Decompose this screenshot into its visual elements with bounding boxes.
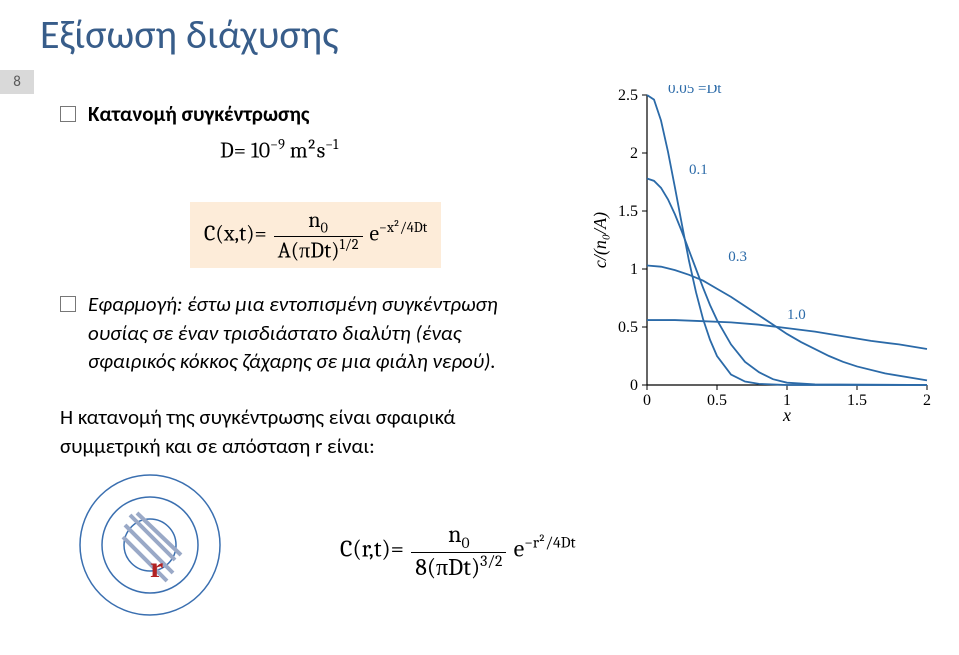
svg-text:0: 0 bbox=[643, 392, 651, 409]
svg-text:0: 0 bbox=[630, 377, 638, 394]
diffusion-chart: 00.511.5200.511.522.5xc/(n₀/A)0.05 =Dt0.… bbox=[592, 85, 937, 425]
svg-text:x: x bbox=[782, 405, 791, 425]
sphere-diagram bbox=[55, 455, 245, 625]
equation-c-xt: C(x,t)= n0 A(πDt)1/2 e−x²/4Dt bbox=[190, 202, 441, 269]
svg-text:0.5: 0.5 bbox=[618, 319, 638, 336]
svg-text:1.5: 1.5 bbox=[618, 203, 638, 220]
square-bullet-icon bbox=[60, 296, 76, 312]
page-number: 8 bbox=[0, 70, 34, 94]
svg-text:1.5: 1.5 bbox=[847, 392, 867, 409]
square-bullet-icon bbox=[60, 106, 76, 122]
svg-text:0.05 =Dt: 0.05 =Dt bbox=[668, 85, 722, 97]
r-label: r bbox=[150, 551, 163, 585]
svg-text:0.1: 0.1 bbox=[689, 162, 708, 178]
svg-text:0.5: 0.5 bbox=[707, 392, 727, 409]
svg-text:0.3: 0.3 bbox=[728, 249, 747, 265]
equation-c-rt: C(r,t)= n0 8(πDt)3/2 e−r²/4Dt bbox=[340, 521, 576, 580]
bullet-1-label: Κατανομή συγκέντρωσης bbox=[88, 100, 518, 128]
svg-text:1.0: 1.0 bbox=[787, 307, 806, 323]
svg-text:2: 2 bbox=[630, 145, 638, 162]
svg-text:2.5: 2.5 bbox=[618, 87, 638, 104]
svg-text:c/(n₀/A): c/(n₀/A) bbox=[592, 212, 611, 268]
svg-text:2: 2 bbox=[923, 392, 931, 409]
bullet-2-text: Εφαρμογή: έστω μια εντοπισμένη συγκέντρω… bbox=[88, 290, 518, 375]
paragraph-sym: Η κατανομή της συγκέντρωσης είναι σφαιρι… bbox=[60, 403, 540, 460]
svg-text:1: 1 bbox=[630, 261, 638, 278]
page-title: Εξίσωση διάχυσης bbox=[40, 10, 959, 59]
